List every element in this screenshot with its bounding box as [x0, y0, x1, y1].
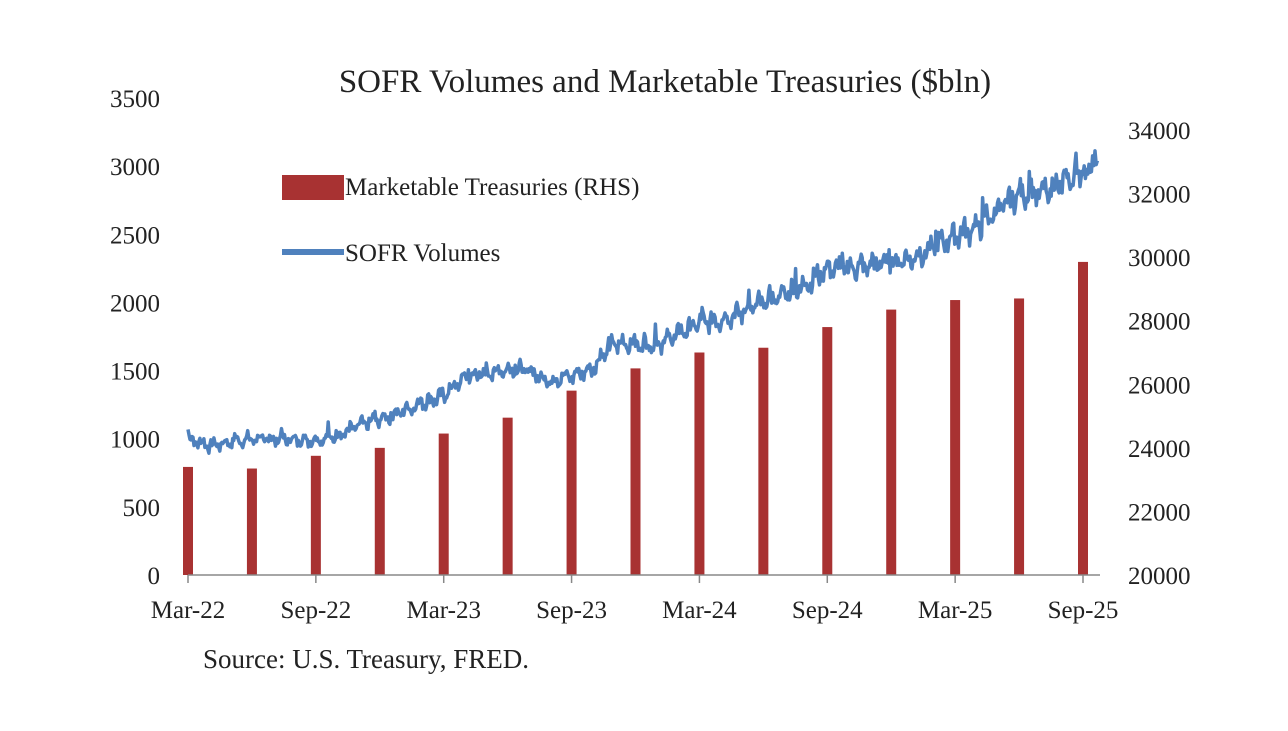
bar-dec-24 [886, 309, 897, 575]
bar-series [183, 261, 1088, 575]
y-left-tick-label: 2500 [110, 222, 160, 249]
y-left-tick-label: 2000 [110, 290, 160, 317]
x-tick-label: Mar-25 [918, 597, 992, 624]
x-tick-label: Sep-25 [1048, 597, 1119, 624]
y-left-tick-label: 3500 [110, 86, 160, 113]
y-right-tick-label: 24000 [1128, 436, 1191, 463]
line-series [186, 149, 1100, 455]
bar-mar-22 [183, 466, 193, 575]
bar-mar-24 [694, 352, 705, 575]
bar-mar-25 [950, 300, 961, 575]
bar-jun-24 [758, 347, 769, 575]
sofr-volumes-line [186, 149, 1100, 455]
y-right-tick-label: 34000 [1128, 118, 1191, 145]
legend-swatch-bar [282, 175, 344, 200]
y-right-tick-label: 30000 [1128, 245, 1191, 272]
x-tick-label: Mar-24 [662, 597, 737, 624]
bar-sep-23 [566, 390, 577, 575]
bar-dec-23 [630, 368, 641, 575]
x-tick-label: Sep-23 [536, 597, 607, 624]
legend: Marketable Treasuries (RHS) SOFR Volumes [282, 174, 639, 267]
axes: Mar-22 Sep-22 Mar-23 Sep-23 Mar-24 Sep-24 Mar-… [110, 86, 1191, 624]
y-left-tick-label: 1000 [110, 427, 160, 454]
y-right-tick-label: 32000 [1128, 182, 1191, 209]
chart-title: SOFR Volumes and Marketable Treasuries (… [339, 64, 991, 100]
x-tick-label: Mar-22 [151, 597, 225, 624]
bar-dec-22 [374, 447, 385, 575]
y-left-tick-label: 500 [123, 495, 161, 522]
bar-sep-24 [822, 327, 833, 575]
x-tick-label: Sep-22 [280, 597, 351, 624]
bar-jun-25 [1014, 298, 1025, 575]
bar-jun-22 [246, 468, 257, 575]
y-left-tick-label: 1500 [110, 359, 160, 386]
x-tick-label: Sep-24 [792, 597, 863, 624]
bar-mar-23 [438, 433, 449, 575]
x-tick-label: Mar-23 [406, 597, 480, 624]
legend-label-line: SOFR Volumes [345, 240, 500, 267]
y-left-tick-label: 3000 [110, 154, 160, 181]
legend-label-bar: Marketable Treasuries (RHS) [345, 174, 639, 201]
y-right-tick-label: 26000 [1128, 372, 1191, 399]
bar-sep-22 [310, 455, 321, 575]
bar-jun-23 [502, 417, 513, 575]
legend-swatch-line [282, 249, 344, 255]
y-right-tick-label: 20000 [1128, 563, 1191, 590]
y-left-tick-label: 0 [148, 563, 161, 590]
bar-sep-25 [1078, 261, 1088, 575]
source-note: Source: U.S. Treasury, FRED. [203, 644, 529, 674]
y-right-tick-label: 28000 [1128, 309, 1191, 336]
y-right-tick-label: 22000 [1128, 499, 1191, 526]
